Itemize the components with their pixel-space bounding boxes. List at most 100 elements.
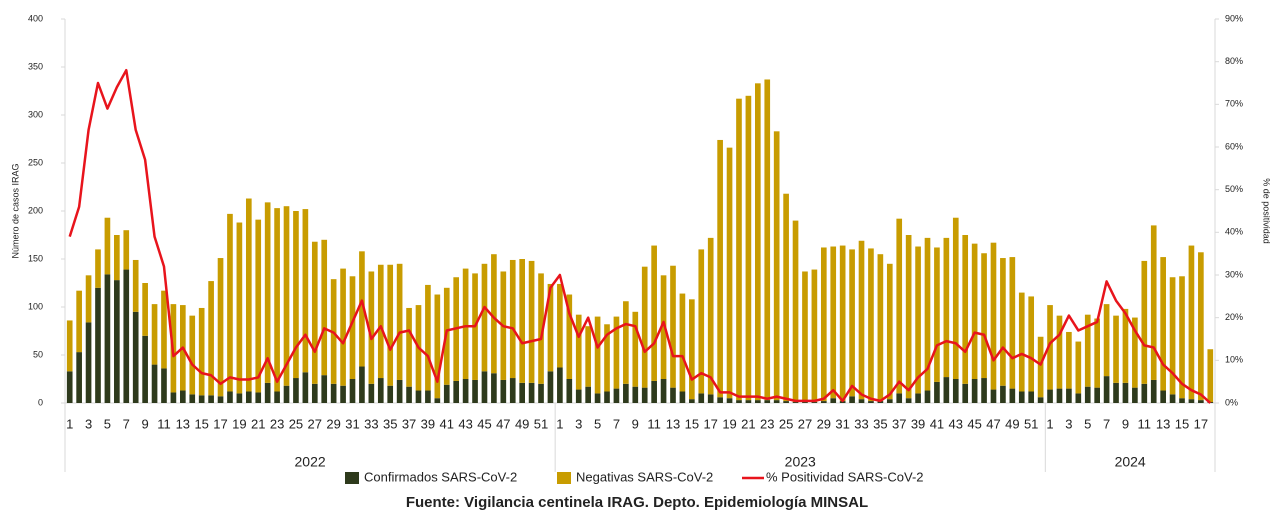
bar: [651, 245, 657, 381]
x-tick-label: 31: [835, 416, 849, 431]
y-tick-label: 100: [28, 301, 43, 311]
bar: [1141, 383, 1148, 403]
x-tick-label: 9: [142, 416, 149, 431]
bar: [293, 378, 299, 403]
bar: [453, 380, 460, 403]
bar: [1198, 252, 1204, 401]
bar: [820, 247, 827, 402]
bar: [283, 206, 290, 386]
y2-tick-label: 90%: [1225, 13, 1243, 23]
bar: [1066, 331, 1072, 389]
x-tick-label: 49: [1005, 416, 1019, 431]
y2-tick-label: 50%: [1225, 184, 1243, 194]
bar: [104, 217, 111, 275]
x-tick-label: 23: [270, 416, 284, 431]
bar: [1028, 391, 1035, 403]
bar: [396, 379, 403, 403]
legend-swatch: [557, 472, 571, 484]
bar: [245, 198, 252, 392]
bar: [623, 383, 629, 403]
bar: [830, 246, 837, 399]
bar: [509, 378, 516, 403]
x-tick-label: 7: [1103, 416, 1110, 431]
bar: [858, 399, 865, 403]
bar: [755, 400, 761, 403]
bar: [161, 368, 167, 403]
bar: [311, 241, 318, 384]
bar: [340, 385, 346, 403]
bar: [359, 251, 365, 367]
y-tick-label: 400: [28, 13, 43, 23]
x-tick-label: 49: [515, 416, 529, 431]
x-tick-label: 11: [647, 416, 661, 431]
bar: [481, 371, 488, 403]
bar: [359, 366, 365, 403]
x-tick-label: 15: [1175, 416, 1189, 431]
x-tick-label: 25: [289, 416, 303, 431]
bar: [811, 269, 818, 403]
bar: [368, 383, 375, 403]
bar: [1037, 336, 1044, 398]
bar: [623, 301, 629, 384]
bar: [151, 304, 158, 365]
bar: [274, 391, 280, 403]
x-tick-label: 3: [85, 416, 92, 431]
bar: [849, 396, 855, 403]
bar: [1207, 349, 1214, 403]
x-tick-label: 17: [1194, 416, 1208, 431]
bar: [670, 265, 676, 388]
bar: [236, 393, 243, 403]
group-label: 2024: [1115, 454, 1146, 470]
bar: [189, 315, 196, 395]
bar: [1009, 257, 1016, 389]
bar: [886, 263, 893, 400]
bar: [66, 371, 73, 403]
bar: [604, 391, 610, 403]
bar: [142, 335, 148, 403]
legend-label: % Positividad SARS-CoV-2: [766, 469, 924, 484]
x-tick-label: 39: [911, 416, 925, 431]
bar: [613, 388, 620, 403]
bar: [981, 378, 987, 403]
bar: [1188, 245, 1195, 400]
bar: [519, 259, 525, 383]
bar: [66, 320, 73, 372]
bar: [934, 381, 940, 403]
bar: [528, 260, 535, 383]
y2-tick-label: 70%: [1225, 99, 1243, 109]
x-tick-label: 33: [364, 416, 378, 431]
bar: [538, 383, 544, 403]
bar: [1103, 376, 1110, 403]
bar: [886, 399, 893, 403]
bar: [377, 378, 384, 403]
bar: [934, 247, 940, 382]
bar: [1056, 388, 1063, 403]
x-tick-label: 41: [440, 416, 454, 431]
bar: [670, 387, 676, 403]
bar: [896, 393, 903, 403]
bar: [594, 393, 601, 403]
bar: [425, 284, 431, 391]
x-tick-label: 45: [477, 416, 491, 431]
bar: [1047, 389, 1053, 403]
bar: [1009, 388, 1016, 403]
bar: [726, 398, 733, 403]
bar: [255, 219, 262, 393]
bar: [264, 202, 271, 383]
bar: [745, 400, 752, 403]
x-tick-label: 13: [176, 416, 190, 431]
x-tick-label: 51: [534, 416, 548, 431]
x-tick-label: 11: [1138, 416, 1152, 431]
bar: [462, 379, 469, 403]
y-axis-title: Número de casos IRAG: [10, 163, 20, 258]
bar: [132, 311, 139, 403]
bar: [952, 217, 959, 379]
y-tick-label: 0: [38, 397, 43, 407]
bar: [283, 385, 290, 403]
y2-tick-label: 10%: [1225, 355, 1243, 365]
bar: [1169, 277, 1176, 395]
x-tick-label: 35: [383, 416, 397, 431]
bar: [962, 383, 969, 403]
bar: [123, 230, 130, 270]
